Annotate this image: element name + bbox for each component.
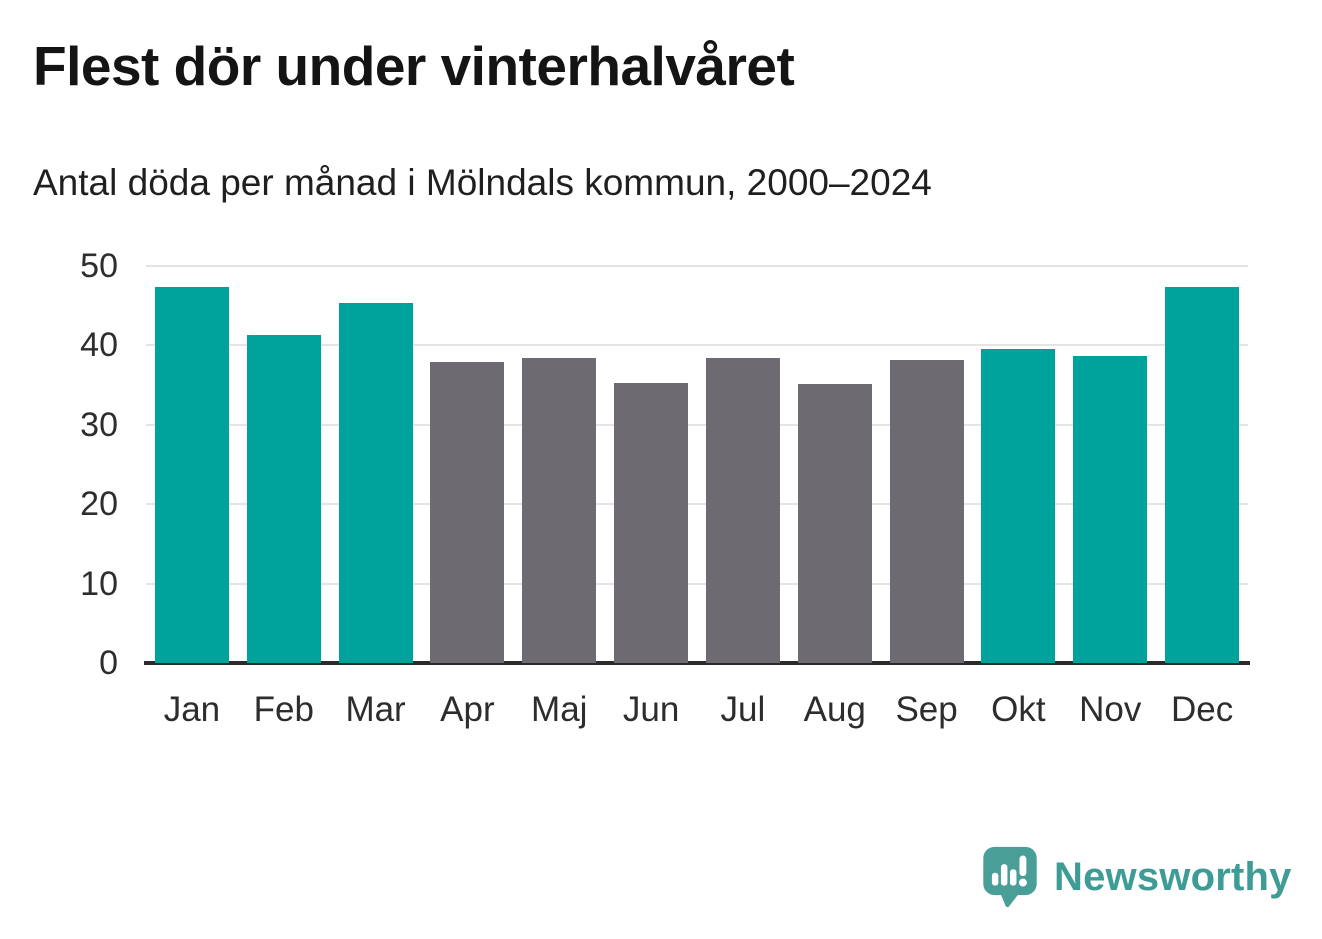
y-tick-label-40: 40: [80, 326, 118, 365]
bar-feb: [246, 335, 321, 663]
x-tick-label-sep: Sep: [895, 690, 958, 729]
bar-nov: [1073, 355, 1148, 663]
bar-maj: [522, 358, 597, 663]
newsworthy-logo-icon: [983, 846, 1037, 908]
newsworthy-logo: Newsworthy: [982, 846, 1292, 908]
bar-sep: [889, 359, 964, 663]
bar-dec: [1165, 286, 1240, 663]
chart-subtitle: Antal döda per månad i Mölndals kommun, …: [33, 162, 932, 203]
x-tick-label-mar: Mar: [345, 690, 406, 729]
x-tick-label-apr: Apr: [440, 690, 495, 729]
y-tick-label-30: 30: [80, 405, 118, 444]
x-tick-label-dec: Dec: [1170, 690, 1234, 729]
x-tick-label-aug: Aug: [803, 690, 866, 729]
x-tick-label-jul: Jul: [720, 690, 766, 729]
y-tick-label-20: 20: [80, 485, 118, 524]
bar-aug: [797, 383, 872, 663]
bar-jul: [705, 358, 780, 663]
bar-jan: [154, 286, 229, 663]
bar-mar: [338, 303, 413, 663]
bar-okt: [981, 348, 1056, 663]
y-tick-label-50: 50: [80, 247, 118, 285]
x-tick-label-okt: Okt: [991, 690, 1046, 729]
newsworthy-wordmark: Newsworthy: [1054, 854, 1292, 899]
gridline-y-20: [146, 503, 1248, 506]
x-tick-label-nov: Nov: [1079, 690, 1142, 729]
y-tick-label-10: 10: [80, 564, 118, 603]
y-tick-label-0: 0: [99, 644, 118, 682]
x-tick-label-maj: Maj: [531, 690, 588, 729]
gridline-y-30: [146, 423, 1248, 426]
gridline-y-40: [146, 344, 1248, 347]
plot-area: [144, 265, 1250, 665]
bar-apr: [430, 362, 505, 663]
page-title: Flest dör under vinterhalvåret: [33, 35, 795, 97]
x-tick-label-feb: Feb: [253, 690, 314, 729]
gridline-y-10: [146, 582, 1248, 585]
gridline-y-50: [146, 265, 1248, 267]
x-tick-label-jan: Jan: [163, 690, 221, 729]
x-tick-label-jun: Jun: [622, 690, 680, 729]
bar-jun: [614, 382, 689, 663]
x-axis-line: [144, 661, 1250, 665]
